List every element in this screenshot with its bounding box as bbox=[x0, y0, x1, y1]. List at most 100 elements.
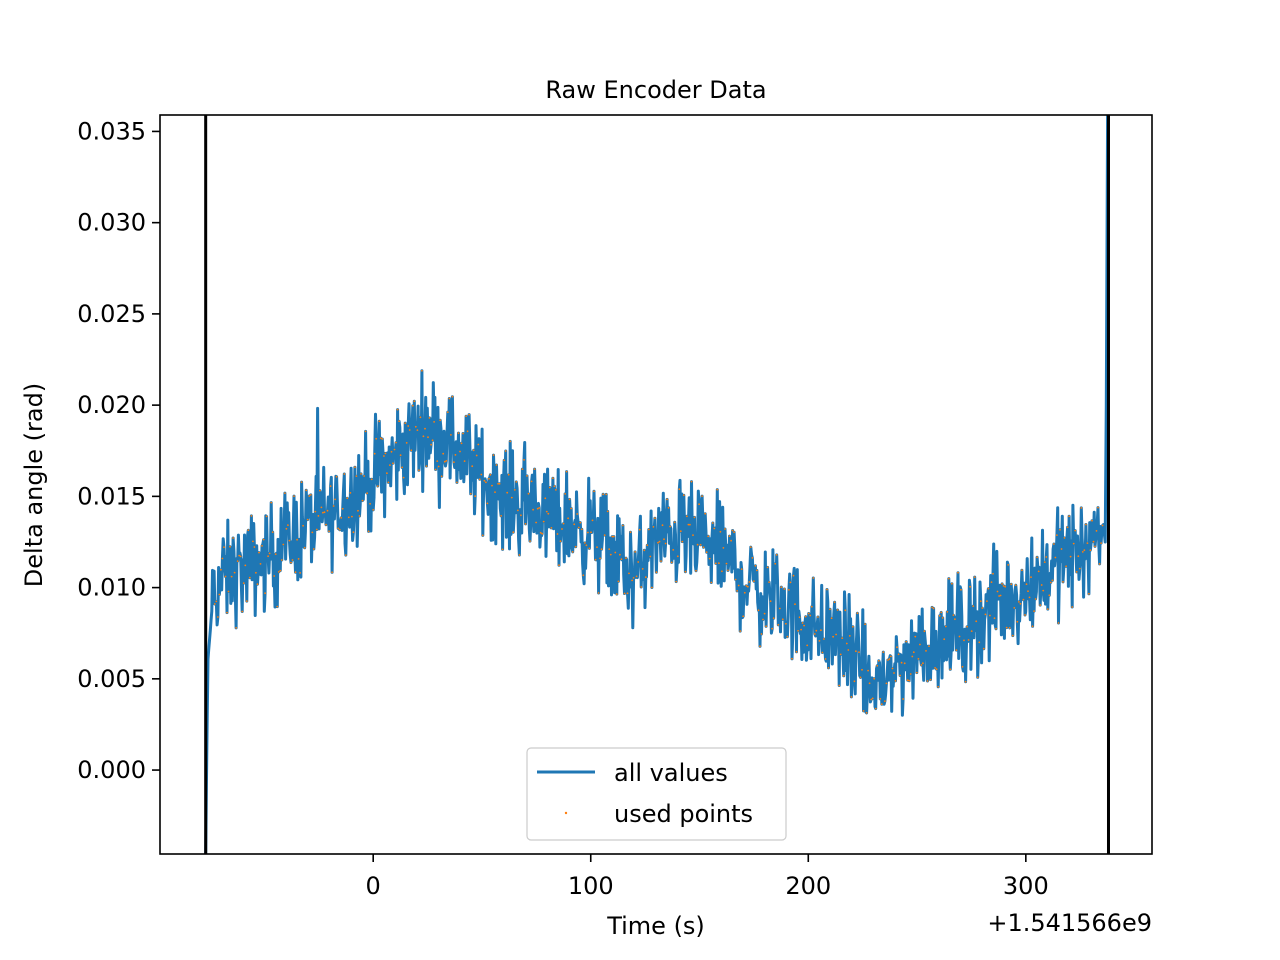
data-point-used bbox=[542, 520, 545, 523]
data-point-used bbox=[748, 581, 751, 583]
vertical-lines-layer bbox=[204, 115, 1110, 854]
data-point-used bbox=[270, 501, 273, 504]
data-point-used bbox=[1001, 583, 1003, 585]
data-point-used bbox=[305, 489, 308, 492]
data-point-used bbox=[285, 527, 288, 530]
data-point-used bbox=[299, 572, 301, 574]
legend-label-all-values: all values bbox=[614, 759, 728, 787]
data-point-used bbox=[867, 669, 869, 672]
data-point-used bbox=[649, 555, 652, 558]
data-point-used bbox=[261, 545, 263, 547]
data-point-used bbox=[628, 572, 630, 575]
data-point-used bbox=[990, 581, 993, 583]
data-point-used bbox=[256, 583, 259, 586]
data-point-used bbox=[504, 450, 507, 452]
data-point-used bbox=[588, 547, 591, 550]
data-point-used bbox=[229, 545, 231, 548]
data-point-used bbox=[255, 571, 257, 574]
data-point-used bbox=[995, 627, 997, 630]
data-point-used bbox=[809, 614, 812, 617]
data-point-used bbox=[325, 523, 327, 526]
data-point-used bbox=[920, 664, 923, 666]
data-point-used bbox=[987, 587, 990, 590]
data-point-used bbox=[552, 477, 554, 480]
data-point-used bbox=[319, 489, 321, 492]
data-point-used bbox=[564, 493, 566, 495]
data-point-used bbox=[1092, 540, 1095, 543]
data-point-used bbox=[919, 643, 921, 646]
data-point-used bbox=[404, 422, 407, 424]
data-point-used bbox=[679, 530, 682, 533]
data-point-used bbox=[215, 600, 218, 603]
data-point-used bbox=[906, 679, 909, 682]
data-point-used bbox=[357, 509, 359, 512]
data-point-used bbox=[929, 678, 932, 681]
data-point-used bbox=[329, 485, 332, 487]
data-point-used bbox=[722, 547, 725, 549]
data-point-used bbox=[979, 600, 982, 603]
data-point-used bbox=[1080, 507, 1083, 509]
data-point-used bbox=[692, 534, 694, 536]
data-point-used bbox=[341, 507, 344, 510]
data-point-used bbox=[731, 529, 734, 532]
data-point-used bbox=[958, 635, 961, 638]
data-point-used bbox=[938, 614, 941, 617]
data-point-used bbox=[1088, 592, 1090, 595]
data-point-used bbox=[829, 608, 831, 611]
data-point-used bbox=[608, 548, 611, 550]
data-point-used bbox=[1018, 601, 1020, 603]
data-point-used bbox=[1068, 515, 1070, 518]
data-point-used bbox=[704, 512, 707, 515]
data-point-used bbox=[707, 535, 710, 538]
data-point-used bbox=[943, 638, 946, 641]
data-point-used bbox=[497, 482, 499, 485]
data-point-used bbox=[914, 635, 917, 638]
data-point-used bbox=[574, 545, 577, 548]
data-point-used bbox=[836, 609, 839, 611]
y-tick-label: 0.015 bbox=[77, 482, 146, 510]
data-point-used bbox=[478, 478, 481, 481]
data-point-used bbox=[309, 494, 312, 496]
data-point-used bbox=[1021, 569, 1023, 572]
data-point-used bbox=[545, 510, 548, 513]
data-point-used bbox=[233, 571, 236, 574]
data-point-used bbox=[346, 497, 349, 500]
data-point-used bbox=[803, 624, 805, 627]
data-point-used bbox=[517, 509, 519, 512]
data-point-used bbox=[224, 575, 227, 578]
data-point-used bbox=[568, 498, 571, 501]
data-point-used bbox=[300, 481, 303, 483]
data-point-used bbox=[999, 594, 1002, 597]
data-point-used bbox=[280, 559, 283, 561]
data-point-used bbox=[596, 546, 598, 549]
data-point-used bbox=[947, 577, 950, 580]
data-point-used bbox=[389, 464, 391, 466]
data-point-used bbox=[1051, 579, 1054, 582]
data-point-used bbox=[812, 577, 815, 579]
data-point-used bbox=[468, 413, 470, 416]
data-point-used bbox=[276, 605, 279, 608]
data-point-used bbox=[521, 468, 524, 470]
data-point-used bbox=[559, 540, 562, 543]
data-point-used bbox=[416, 429, 419, 431]
data-point-used bbox=[690, 480, 693, 483]
data-point-used bbox=[450, 434, 452, 436]
data-point-used bbox=[663, 538, 665, 541]
data-point-used bbox=[772, 617, 775, 620]
data-point-used bbox=[1045, 556, 1048, 558]
data-point-used bbox=[570, 507, 573, 510]
data-point-used bbox=[582, 574, 585, 577]
data-point-used bbox=[912, 651, 915, 654]
x-tick-label: 0 bbox=[366, 872, 381, 900]
data-point-used bbox=[982, 647, 985, 650]
data-point-used bbox=[509, 440, 512, 443]
x-axis-offset-label: +1.541566e9 bbox=[987, 909, 1152, 937]
data-point-used bbox=[571, 551, 574, 553]
data-point-used bbox=[780, 586, 783, 588]
data-point-used bbox=[749, 546, 752, 548]
data-point-used bbox=[1077, 555, 1080, 558]
data-point-used bbox=[550, 527, 553, 529]
data-point-used bbox=[293, 495, 295, 497]
data-point-used bbox=[1005, 626, 1008, 629]
data-point-used bbox=[757, 609, 760, 612]
